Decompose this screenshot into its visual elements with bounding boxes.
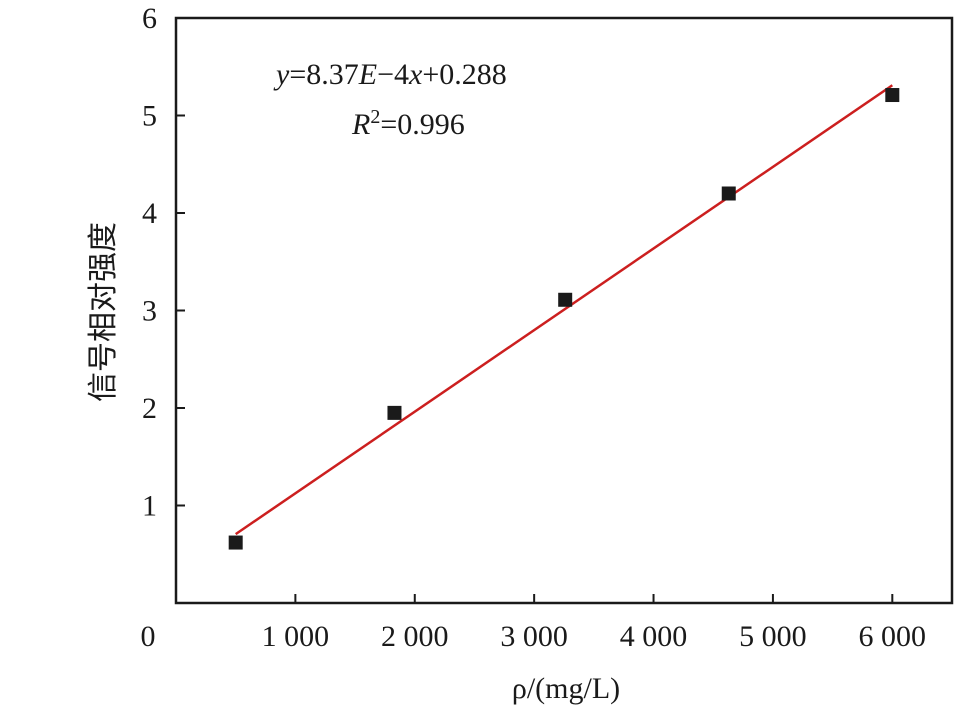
equation-y: y [273, 58, 290, 91]
data-point [721, 186, 736, 201]
equation-e: E [358, 58, 377, 91]
y-tick-label: 3 [142, 295, 157, 328]
x-tick-label: 2 000 [381, 620, 449, 653]
data-point [387, 405, 402, 420]
y-tick-label: 1 [142, 490, 157, 523]
equation-x: x [408, 58, 423, 91]
y-tick-label: 4 [142, 197, 157, 230]
x-axis-title: ρ/(mg/L) [512, 672, 620, 705]
r2-value: =0.996 [380, 108, 464, 141]
y-tick-label: 2 [142, 392, 157, 425]
r2-r: R [351, 108, 370, 141]
x-tick-label: 1 000 [262, 620, 330, 653]
x-tick-label: 5 000 [739, 620, 807, 653]
data-point [228, 535, 243, 550]
x-tick-label: 0 [141, 620, 156, 653]
regression-equation: y=8.37E−4x+0.288 [273, 58, 507, 91]
data-point [885, 88, 900, 103]
fit-line [234, 84, 894, 536]
data-point [558, 292, 573, 307]
x-tick-label: 4 000 [620, 620, 688, 653]
equation-mid: =8.37 [289, 58, 358, 91]
equation-tail1: −4 [377, 58, 409, 91]
y-axis-title: 信号相对强度 [87, 222, 120, 402]
r2-sup: 2 [370, 106, 380, 128]
y-tick-label: 5 [142, 100, 157, 133]
x-tick-label: 3 000 [500, 620, 568, 653]
y-tick-label: 6 [142, 2, 157, 35]
r-squared: R2=0.996 [351, 106, 465, 141]
equation-tail2: +0.288 [422, 58, 506, 91]
x-tick-label: 6 000 [859, 620, 927, 653]
